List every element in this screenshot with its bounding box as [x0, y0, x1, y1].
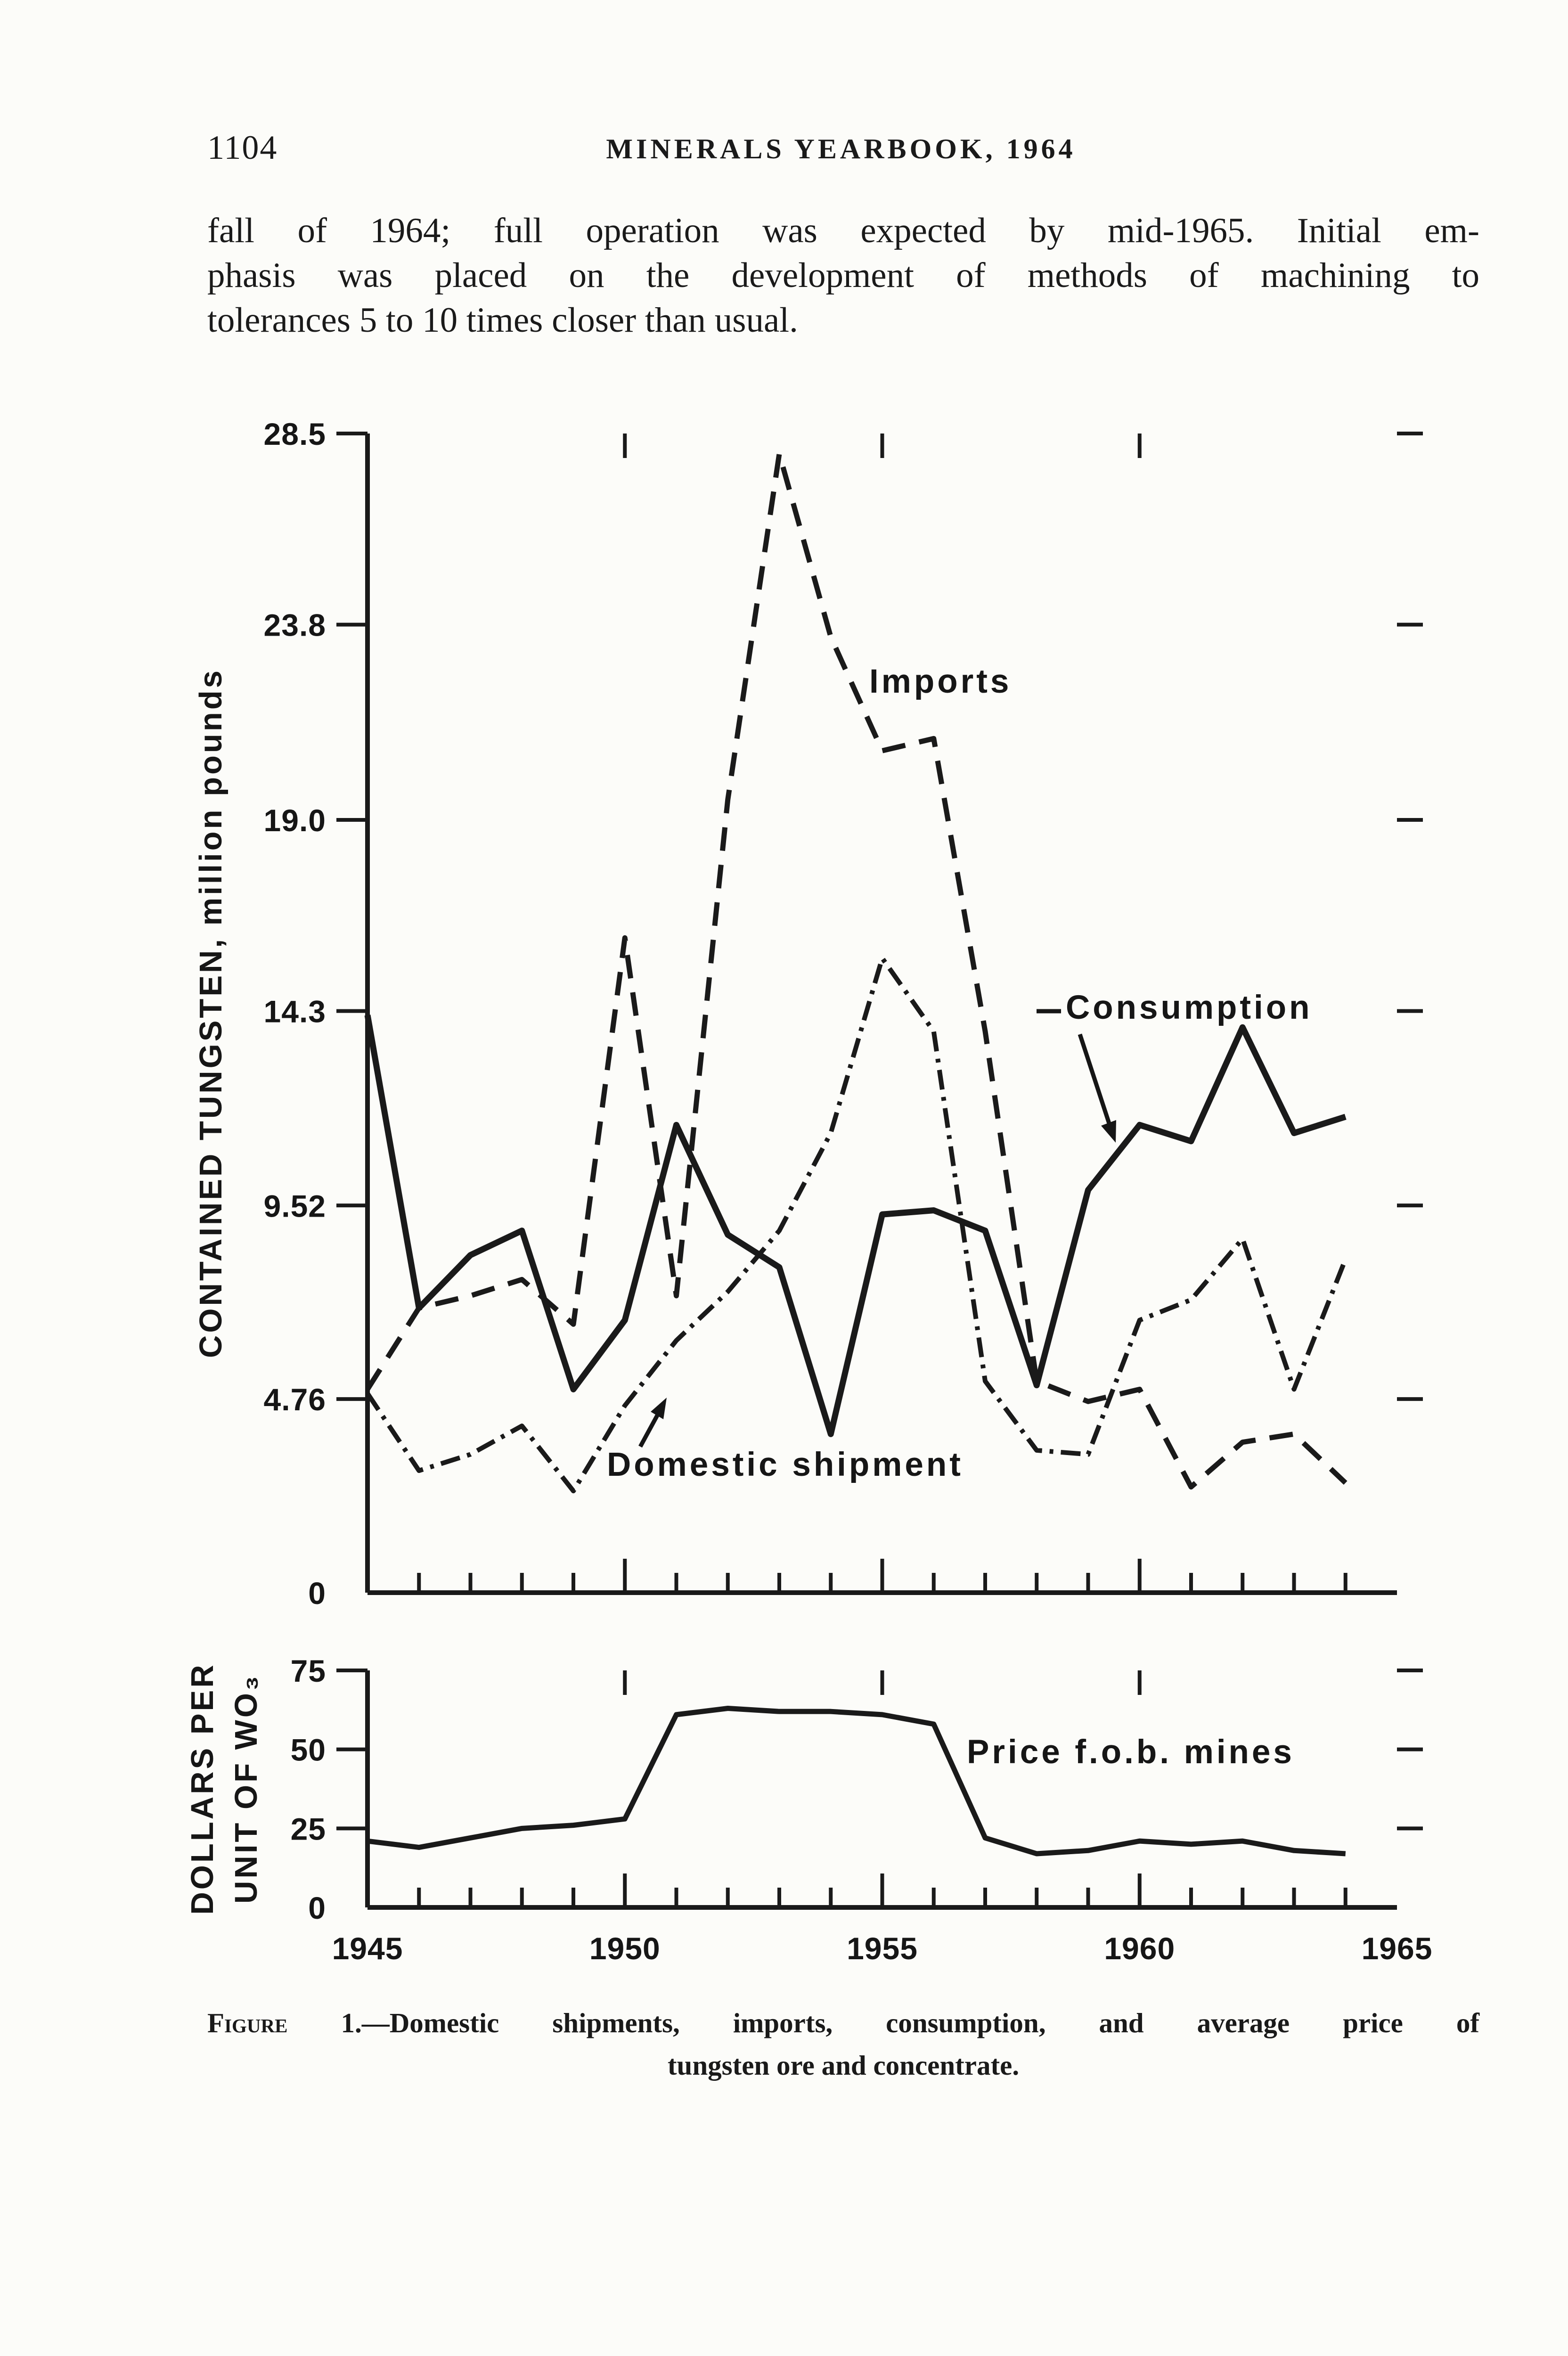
body-paragraph: fall of 1964; full operation was expecte… — [207, 208, 1479, 343]
series-domestic-shipment — [365, 956, 1348, 1494]
figure-caption: Figure 1.—Domestic shipments, imports, c… — [207, 2002, 1479, 2086]
consumption-arrowhead-icon — [1101, 1120, 1116, 1143]
x-tick-label: 1945 — [332, 1931, 403, 1966]
y-axis-title: DOLLARS PER — [185, 1662, 220, 1914]
y-tick-label: 0 — [308, 1576, 326, 1611]
chart-generated-layer: 0 4.76 9.52 14.3 19.0 23.8 28.5 0 25 50 75 1945 1950… — [185, 417, 1432, 1966]
y-tick-label: 23.8 — [264, 608, 326, 643]
domestic-shipment-arrow-line — [638, 1413, 660, 1448]
y-tick-label: 75 — [291, 1653, 326, 1688]
y-tick-label: 50 — [291, 1733, 326, 1767]
domestic-shipment-arrowhead-icon — [651, 1398, 667, 1419]
y-tick-label: 28.5 — [264, 417, 326, 451]
body-text-line: phasis was placed on the development of … — [207, 256, 1479, 295]
figure-caption-line-2: tungsten ore and concentrate. — [667, 2050, 1020, 2081]
y-tick-label: 19.0 — [264, 803, 326, 838]
domestic-shipment-series-label: Domestic shipment — [607, 1446, 964, 1483]
price-series-label: Price f.o.b. mines — [967, 1734, 1295, 1771]
figure-word: Figure — [207, 2007, 288, 2038]
running-title: MINERALS YEARBOOK, 1964 — [606, 133, 1076, 164]
y-axis-title: UNIT OF WO₃ — [229, 1674, 264, 1904]
y-axis-title: CONTAINED TUNGSTEN, million pounds — [193, 668, 229, 1358]
y-tick-label: 14.3 — [264, 994, 326, 1029]
series-consumption — [364, 1014, 1347, 1437]
body-text-line: fall of 1964; full operation was expecte… — [207, 211, 1479, 250]
series-imports — [365, 451, 1348, 1490]
consumption-series-label: Consumption — [1066, 989, 1312, 1026]
page-number: 1104 — [207, 129, 278, 166]
figure-caption-line-1: Figure 1.—Domestic shipments, imports, c… — [207, 2002, 1479, 2044]
series-price-f-o-b-mines — [367, 1705, 1346, 1857]
y-tick-label: 9.52 — [264, 1188, 326, 1223]
y-tick-label: 25 — [291, 1811, 326, 1846]
x-tick-label: 1955 — [847, 1931, 918, 1966]
page-header: 1104 MINERALS YEARBOOK, 1964 — [207, 128, 1475, 173]
y-tick-label: 4.76 — [264, 1382, 326, 1417]
x-tick-label: 1950 — [589, 1931, 661, 1966]
x-tick-label: 1960 — [1104, 1931, 1175, 1966]
y-tick-label: 0 — [308, 1890, 326, 1925]
x-tick-label: 1965 — [1362, 1931, 1433, 1966]
imports-series-label: Imports — [869, 663, 1012, 700]
consumption-arrow-line — [1078, 1033, 1112, 1127]
figure-caption-text: 1.—Domestic shipments, imports, consumpt… — [341, 2007, 1479, 2038]
body-text-line: tolerances 5 to 10 times closer than usu… — [207, 301, 798, 340]
